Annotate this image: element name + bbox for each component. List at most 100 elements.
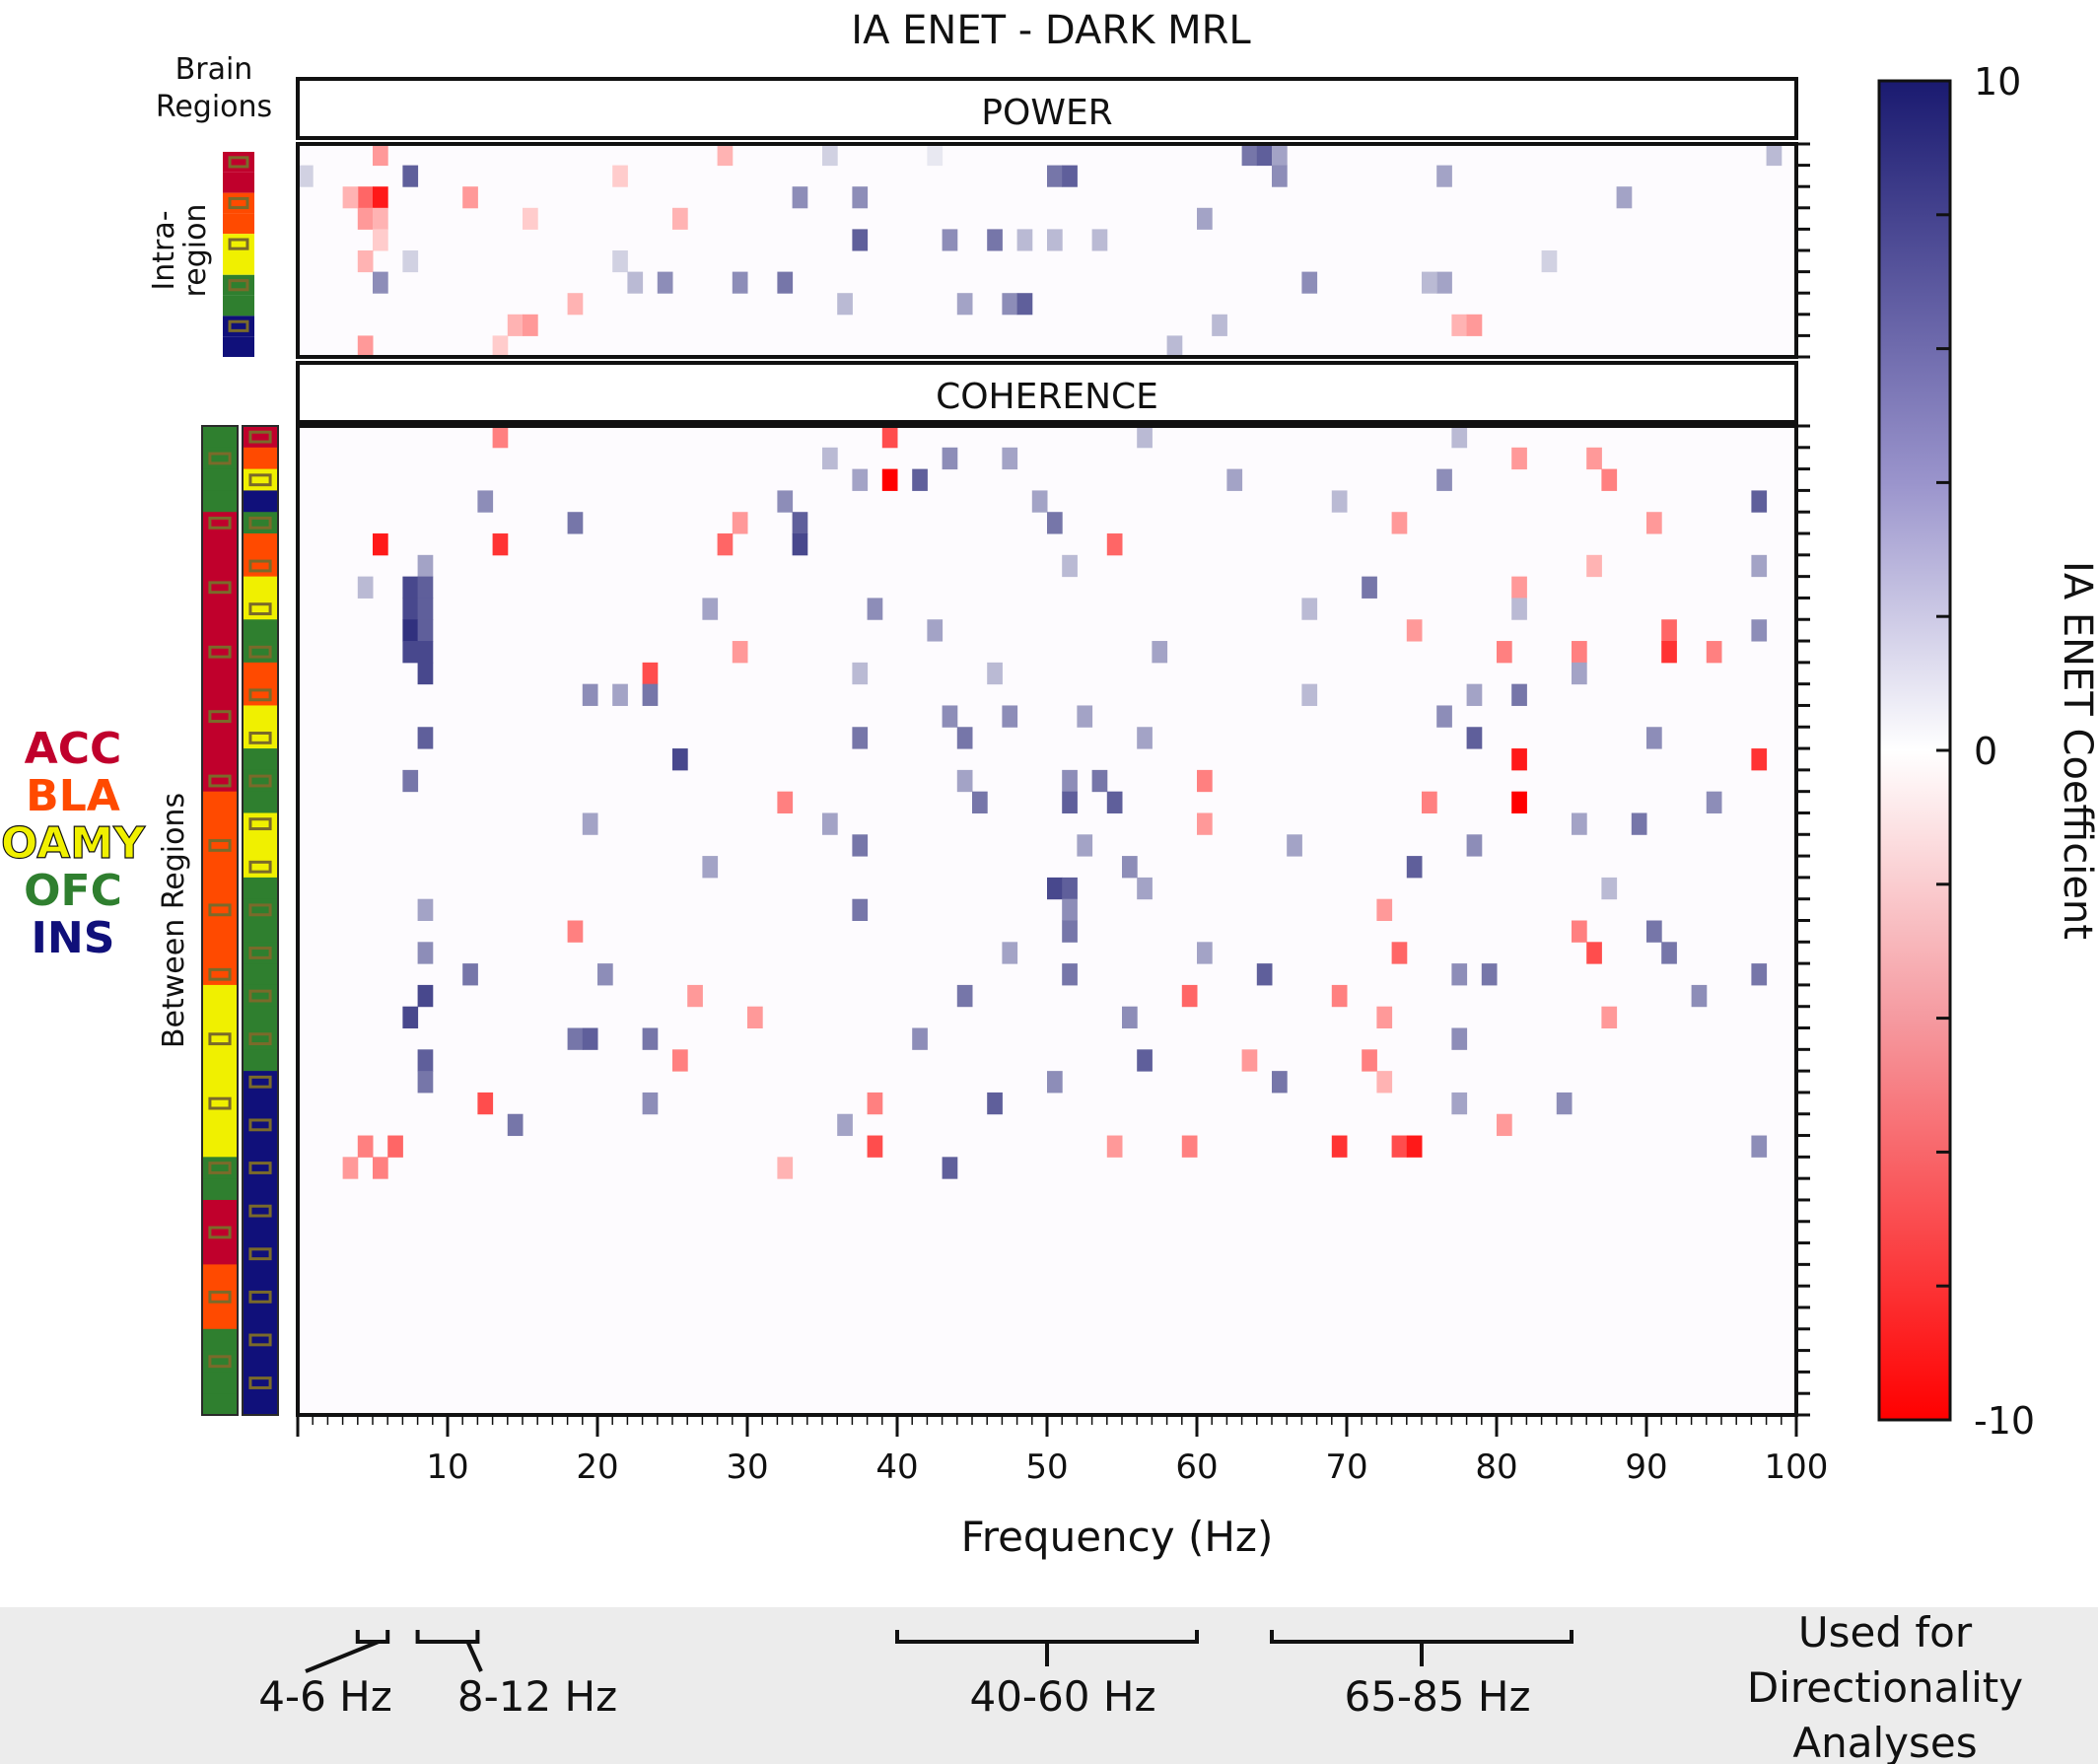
region-strip-cell — [243, 533, 278, 556]
region-strip-cell — [243, 1157, 278, 1179]
region-strip-cell — [202, 683, 238, 706]
band-label: 8-12 Hz — [457, 1672, 617, 1721]
region-strip-cell — [202, 426, 238, 449]
heatmap-cell — [1451, 963, 1468, 986]
heatmap-cell — [462, 186, 478, 209]
region-strip-cell — [243, 554, 278, 578]
heatmap-cell — [1376, 1006, 1393, 1029]
heatmap-cell — [567, 512, 584, 534]
region-strip-cell — [243, 1113, 278, 1137]
region-strip-mark — [248, 1204, 272, 1218]
heatmap-cell — [1256, 963, 1273, 986]
region-strip-cell — [202, 1027, 238, 1050]
heatmap-cell — [1451, 1092, 1468, 1115]
heatmap-cell — [1451, 426, 1468, 449]
coherence-row-group-label: Between Regions — [157, 793, 191, 1048]
region-strip-cell — [243, 468, 278, 491]
x-tick-label: 50 — [1025, 1447, 1068, 1487]
region-strip-cell — [243, 748, 278, 771]
heatmap-cell — [1197, 207, 1213, 230]
region-strip-mark — [248, 732, 272, 744]
region-strip-cell — [202, 554, 238, 578]
x-tick-label: 60 — [1175, 1447, 1218, 1487]
region-strip-mark — [208, 1290, 232, 1304]
region-strip-cell — [243, 1027, 278, 1050]
heatmap-cell — [357, 335, 374, 358]
heatmap-cell — [687, 984, 703, 1008]
heatmap-cell — [417, 898, 434, 921]
region-strip-cell — [202, 641, 238, 664]
heatmap-cell — [1226, 468, 1243, 491]
panel-title: COHERENCE — [936, 377, 1158, 417]
directionality-bands: 4-6 Hz 8-12 Hz 40-60 Hz 65-85 Hz Used for Dir… — [0, 1607, 2098, 1764]
heatmap-cell — [1091, 229, 1108, 251]
heatmap-cell — [1301, 683, 1318, 706]
region-strip-mark — [228, 279, 249, 292]
region-strip-cell — [202, 1393, 238, 1416]
heatmap-cell — [1137, 727, 1153, 749]
region-strip-mark — [248, 1075, 272, 1089]
heatmap-cell — [1301, 271, 1318, 294]
heatmap-cell — [672, 1049, 688, 1072]
region-strip-mark — [248, 903, 272, 917]
heatmap-cell — [1646, 727, 1662, 749]
region-strip-cell — [202, 1178, 238, 1201]
region-strip-mark — [248, 1290, 272, 1304]
region-strip-cell — [202, 812, 238, 835]
heatmap-cell — [852, 727, 869, 749]
heatmap-cell — [357, 1135, 374, 1158]
bands-heading-line: Directionality — [1747, 1663, 2023, 1712]
heatmap-cell — [927, 144, 944, 167]
heatmap-cell — [492, 335, 509, 358]
heatmap-cell — [956, 769, 973, 793]
heatmap-cell — [1062, 554, 1078, 578]
band-bracket — [415, 1630, 483, 1672]
region-strip-cell — [243, 426, 278, 449]
heatmap-cell — [1646, 920, 1662, 943]
region-strip-mark — [248, 860, 272, 874]
heatmap-cell — [1601, 1006, 1618, 1029]
heatmap-cell — [1002, 942, 1018, 964]
panel-header-box — [296, 77, 1798, 140]
heatmap-cell — [1047, 165, 1063, 187]
heatmap-cell — [956, 727, 973, 749]
heatmap-cell — [1451, 314, 1468, 336]
heatmap-cell — [1586, 942, 1602, 964]
region-strip-mark — [208, 452, 232, 465]
heatmap-cell — [1122, 856, 1138, 879]
region-strip-cell — [243, 1286, 278, 1308]
band-bracket — [1270, 1630, 1574, 1666]
region-strip-cell — [243, 1264, 278, 1287]
heatmap-cell — [342, 186, 359, 209]
heatmap-cell — [627, 271, 644, 294]
region-strip-cell — [202, 490, 238, 513]
heatmap-cell — [1002, 705, 1018, 728]
heatmap-cell — [1376, 1071, 1393, 1094]
heatmap-cell — [1106, 791, 1123, 813]
heatmap-cell — [1212, 314, 1227, 336]
heatmap-cell — [582, 683, 598, 706]
region-strip-mark — [208, 710, 232, 724]
region-strip-cell — [202, 1306, 238, 1330]
heatmap-cell — [747, 1006, 763, 1029]
heatmap-cell — [417, 598, 434, 620]
chart-title: IA ENET - DARK MRL — [851, 8, 1251, 53]
region-strip-cell — [202, 920, 238, 943]
heatmap-cell — [523, 314, 538, 336]
region-strip-mark — [248, 602, 272, 615]
region-strip-cell — [202, 1049, 238, 1072]
heatmap-cell — [357, 250, 374, 273]
region-strip-cell — [243, 877, 278, 900]
heatmap-cell — [1091, 769, 1108, 793]
heatmap-cell — [1751, 554, 1768, 578]
region-strip-mark — [248, 645, 272, 659]
heatmap-cell — [507, 314, 524, 336]
heatmap-cell — [1197, 812, 1213, 835]
heatmap-cell — [822, 144, 838, 167]
y-axis-title-line2: Regions — [156, 90, 272, 124]
region-strip-frame — [201, 425, 239, 1416]
region-strip-mark — [248, 947, 272, 959]
heatmap-cell — [373, 533, 388, 556]
heatmap-cell — [987, 662, 1003, 685]
band-label: 65-85 Hz — [1344, 1672, 1530, 1721]
